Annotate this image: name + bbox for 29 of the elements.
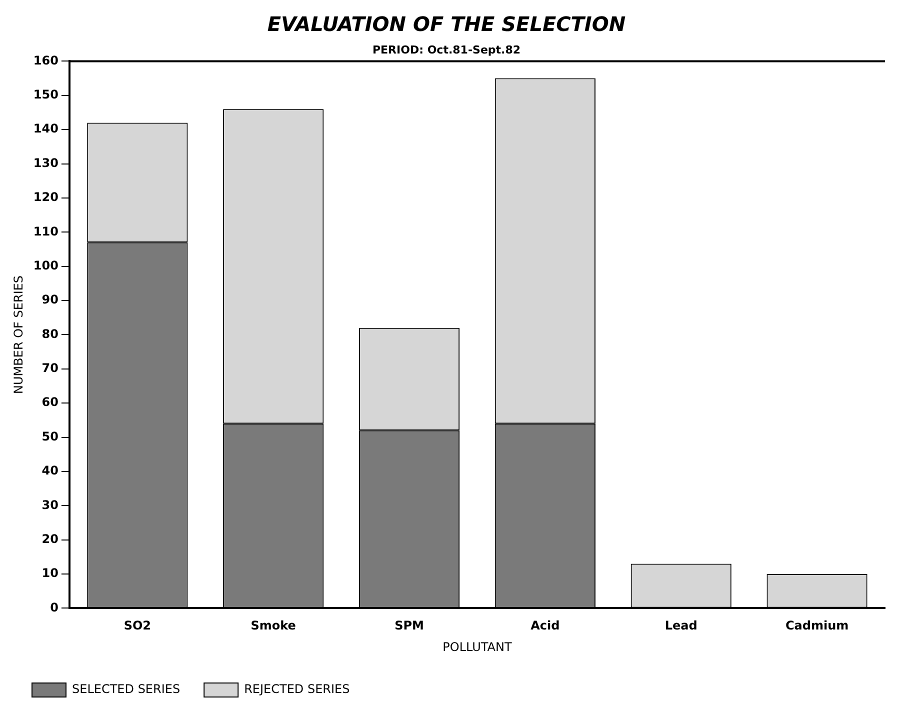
y-tick-label: 70 bbox=[42, 361, 58, 376]
chart-subtitle: PERIOD: Oct.81-Sept.82 bbox=[372, 43, 521, 56]
x-axis-title: POLLUTANT bbox=[442, 640, 512, 654]
y-tick-label: 100 bbox=[33, 258, 58, 272]
y-tick-label: 120 bbox=[33, 190, 58, 204]
y-tick-label: 20 bbox=[42, 532, 58, 546]
y-tick-label: 60 bbox=[42, 395, 58, 410]
y-tick-label: 140 bbox=[33, 122, 58, 136]
legend-label: SELECTED SERIES bbox=[72, 682, 180, 696]
y-tick-label: 30 bbox=[42, 498, 58, 512]
y-tick-label: 150 bbox=[33, 88, 58, 102]
y-tick-label: 80 bbox=[42, 326, 58, 341]
x-tick-label: SPM bbox=[394, 618, 424, 633]
y-tick-label: 50 bbox=[42, 429, 58, 444]
y-tick-label: 40 bbox=[42, 464, 58, 478]
y-axis-title: NUMBER OF SERIES bbox=[11, 275, 26, 394]
y-tick-label: 0 bbox=[50, 600, 58, 614]
x-tick-label: Lead bbox=[664, 618, 698, 633]
y-tick-label: 10 bbox=[42, 566, 58, 580]
y-tick-label: 160 bbox=[33, 53, 58, 68]
legend-label: REJECTED SERIES bbox=[244, 682, 350, 696]
x-tick-label: Cadmium bbox=[785, 618, 849, 633]
chart-title: EVALUATION OF THE SELECTION bbox=[267, 12, 626, 36]
y-tick-label: 130 bbox=[33, 156, 58, 170]
x-tick-label: Acid bbox=[530, 618, 560, 633]
y-tick-label: 90 bbox=[42, 292, 58, 307]
x-tick-label: Smoke bbox=[250, 618, 296, 633]
x-tick-label: SO2 bbox=[124, 618, 152, 633]
y-tick-label: 110 bbox=[33, 224, 58, 238]
